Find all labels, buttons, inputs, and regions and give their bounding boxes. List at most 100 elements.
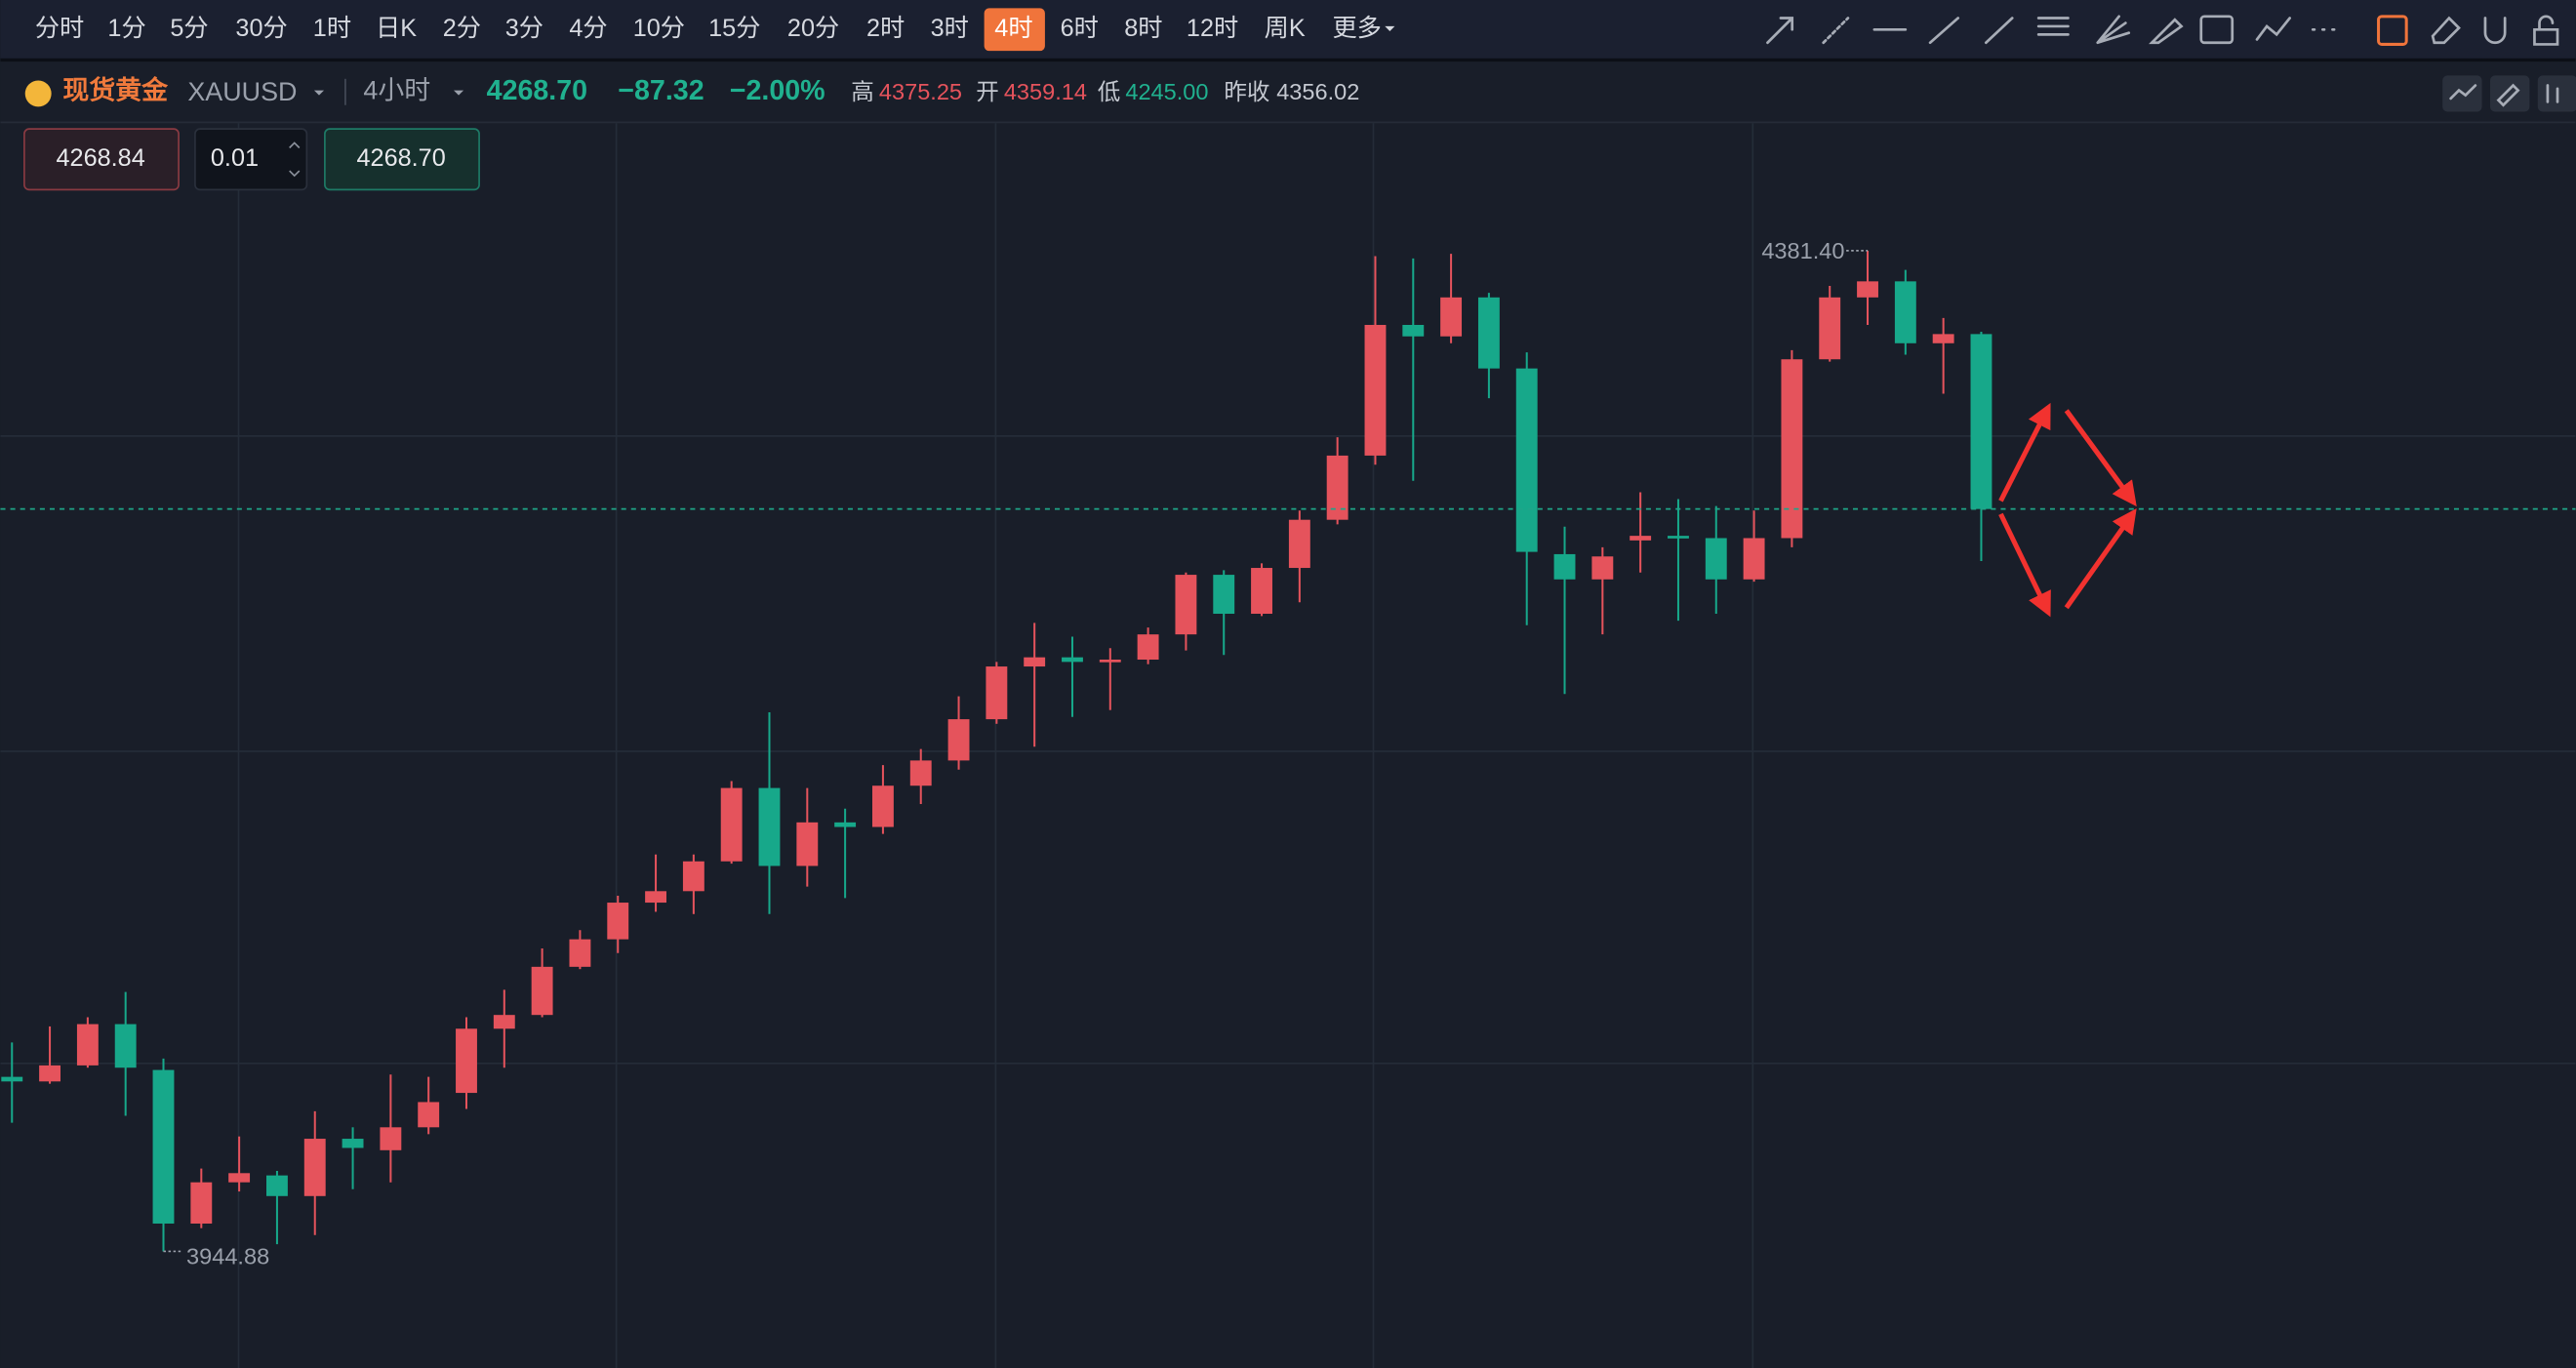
- candle-body: [871, 785, 894, 827]
- candles: 4381.40 3944.88: [0, 238, 2576, 1268]
- timeframe[interactable]: 2时: [866, 15, 905, 42]
- candle-body: [456, 1028, 477, 1094]
- tool-line[interactable]: [1928, 17, 1960, 45]
- timeframe[interactable]: 更多: [1332, 15, 1381, 42]
- tool-fib[interactable]: [2036, 17, 2070, 36]
- tool-polyline[interactable]: [2255, 17, 2292, 41]
- timeframe[interactable]: 3分: [505, 15, 543, 42]
- timeframe[interactable]: 6时: [1061, 15, 1099, 42]
- timeframe[interactable]: 30分: [235, 15, 287, 42]
- min-label: 3944.88: [186, 1243, 269, 1268]
- drawn-arrows: [1998, 402, 2137, 618]
- candle-body: [607, 903, 629, 940]
- lot-input[interactable]: [194, 128, 308, 191]
- candle-body: [1, 1076, 23, 1082]
- timeframe[interactable]: 5分: [170, 15, 208, 42]
- candle-body: [1894, 281, 1916, 343]
- candle-body: [1515, 368, 1538, 552]
- candle-body: [758, 787, 781, 866]
- candle-body: [1175, 575, 1197, 635]
- change: −87.32: [618, 75, 704, 106]
- candle-body: [682, 861, 704, 892]
- grid-lines: [0, 123, 2576, 1368]
- timeframe[interactable]: 2分: [443, 15, 481, 42]
- candle-body: [1668, 536, 1689, 539]
- timeframe[interactable]: 15分: [708, 15, 760, 42]
- max-label: 4381.40: [1761, 238, 1844, 263]
- timeframe[interactable]: 日K: [376, 15, 417, 42]
- drawing-tools: [1766, 15, 2559, 46]
- candle-body: [76, 1024, 99, 1066]
- candle-body: [1213, 575, 1235, 615]
- timeframe[interactable]: 8时: [1124, 15, 1162, 42]
- interval[interactable]: 4小时: [363, 75, 430, 104]
- candle-body: [1364, 324, 1387, 456]
- timeframe[interactable]: 1时: [313, 15, 351, 42]
- tool-fan[interactable]: [2096, 15, 2131, 45]
- candle-body: [1137, 634, 1159, 661]
- buy-price[interactable]: 4268.70: [357, 144, 446, 172]
- candle-body: [1819, 297, 1841, 360]
- arrow: [2064, 507, 2137, 610]
- candle-body: [1553, 553, 1576, 580]
- candle-body: [1743, 538, 1765, 580]
- timeframe[interactable]: 10分: [633, 15, 685, 42]
- candle-body: [720, 787, 743, 862]
- buy-button[interactable]: [324, 128, 480, 191]
- toolbar: [0, 0, 2576, 60]
- tool-lock[interactable]: [2533, 15, 2559, 46]
- tool-segment[interactable]: [1984, 17, 2014, 45]
- tool-brush[interactable]: [2149, 18, 2184, 45]
- timeframe[interactable]: 3时: [931, 15, 969, 42]
- timeframe-bar: 分时 1分 5分 30分 1时 日K 2分 3分 4分 10分 15分 20分 2时 3时 4时 6时 8时 12…: [35, 8, 1395, 52]
- timeframe[interactable]: 4分: [569, 15, 607, 42]
- candle-body: [1062, 657, 1083, 663]
- sell-button[interactable]: [23, 128, 180, 191]
- candle-body: [531, 966, 553, 1016]
- candle-body: [380, 1127, 402, 1150]
- arrow: [1998, 512, 2051, 618]
- candle-body: [228, 1173, 251, 1183]
- candle-body: [1630, 536, 1652, 541]
- timeframe[interactable]: 周K: [1265, 15, 1306, 42]
- prev-close: 4356.02: [1276, 79, 1359, 104]
- tool-image[interactable]: [2199, 15, 2234, 45]
- timeframe[interactable]: 12时: [1187, 15, 1238, 42]
- open-label: 开: [976, 79, 999, 104]
- chevron: [1385, 25, 1395, 31]
- high: 4375.25: [879, 79, 962, 104]
- low: 4245.00: [1125, 79, 1208, 104]
- candle-body: [493, 1015, 515, 1029]
- spinner[interactable]: [289, 141, 301, 178]
- lot[interactable]: 0.01: [211, 144, 259, 172]
- candle-body: [1251, 568, 1272, 615]
- chevron: [453, 90, 464, 96]
- tool-magnet[interactable]: [2483, 17, 2507, 45]
- timeframe[interactable]: 1分: [107, 15, 145, 42]
- timeframe[interactable]: 分时: [35, 15, 84, 42]
- active-tab[interactable]: [984, 8, 1045, 52]
- candle-body: [1781, 359, 1803, 539]
- low-label: 低: [1098, 79, 1121, 104]
- candle-body: [1402, 324, 1425, 337]
- quote-row: 现货黄金 XAUUSD 4小时 4268.70 −87.32 −2.00% 高 …: [24, 74, 2576, 112]
- candle-body: [418, 1102, 440, 1128]
- timeframe[interactable]: 20分: [787, 15, 839, 42]
- candle-body: [1705, 538, 1727, 580]
- symbol-code[interactable]: XAUUSD: [187, 77, 297, 106]
- timeframe[interactable]: 4时: [994, 15, 1032, 42]
- candle-body: [1970, 334, 1992, 509]
- candle-body: [986, 666, 1008, 720]
- grid: [0, 123, 2576, 1368]
- tool-edit[interactable]: [2377, 15, 2408, 46]
- draw-button[interactable]: [2490, 75, 2530, 112]
- tool-ray[interactable]: [1822, 17, 1850, 45]
- price: 4268.70: [487, 75, 587, 106]
- candle-body: [796, 822, 819, 866]
- candle-body: [834, 822, 857, 827]
- tool-arrow[interactable]: [1766, 17, 1794, 45]
- tool-eraser[interactable]: [2431, 16, 2461, 45]
- sell-price[interactable]: 4268.84: [57, 144, 145, 172]
